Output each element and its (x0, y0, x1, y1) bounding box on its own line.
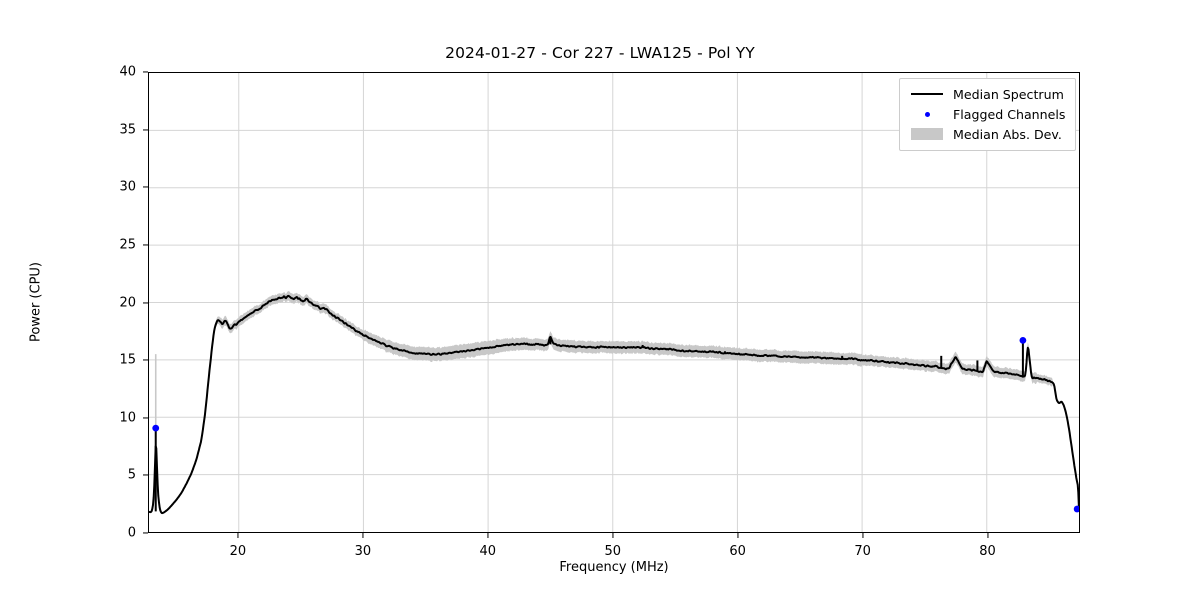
x-tick-mark (362, 533, 364, 538)
plot-title: 2024-01-27 - Cor 227 - LWA125 - Pol YY (445, 44, 755, 62)
x-tick-mark (737, 533, 739, 538)
y-tick-mark (143, 129, 148, 131)
flagged-channel-marker (152, 424, 160, 432)
x-tick-label: 80 (979, 544, 996, 559)
x-tick-label: 20 (229, 544, 247, 559)
legend-item-median-abs-dev: Median Abs. Dev. (907, 124, 1068, 144)
median-abs-dev-band (149, 290, 1079, 514)
legend-item-median-spectrum: Median Spectrum (907, 84, 1068, 104)
x-tick-label: 70 (854, 544, 871, 559)
legend-dot-icon (907, 111, 947, 117)
y-tick-mark (143, 244, 148, 246)
data-series-layer (149, 290, 1079, 532)
x-tick-mark (237, 533, 239, 538)
y-tick-mark (143, 359, 148, 361)
x-tick-mark (487, 533, 489, 538)
legend-box: Median Spectrum Flagged Channels Median … (899, 78, 1076, 151)
legend-line-icon (907, 93, 947, 95)
y-tick-mark (143, 301, 148, 304)
x-tick-mark (862, 533, 864, 538)
y-tick-mark (143, 417, 148, 419)
legend-item-flagged-channels: Flagged Channels (907, 104, 1068, 124)
y-tick-mark (143, 532, 148, 534)
x-tick-label: 60 (729, 544, 746, 559)
y-tick-label: 25 (119, 237, 136, 253)
y-tick-label: 35 (119, 122, 136, 138)
median-spectrum-line (149, 296, 1079, 513)
y-tick-label: 30 (119, 179, 136, 195)
gridlines (149, 73, 1079, 532)
y-axis-label-text: Power (CPU) (28, 261, 44, 343)
y-tick-label: 40 (119, 64, 136, 80)
y-tick-label: 20 (119, 295, 136, 310)
legend-label: Median Abs. Dev. (953, 126, 1062, 142)
y-tick-label: 15 (119, 352, 136, 368)
x-axis-ticks: 20 30 40 50 60 70 80 (148, 533, 1080, 573)
y-tick-mark (143, 71, 148, 73)
y-axis-ticks: 0 5 10 15 20 25 30 35 40 (0, 65, 148, 541)
x-tick-mark (987, 533, 989, 538)
x-axis-label: Frequency (MHz) (559, 560, 669, 575)
y-tick-label: 5 (127, 467, 136, 483)
y-tick-label: 10 (119, 410, 136, 426)
flagged-channel-marker (1073, 505, 1079, 513)
y-tick-label: 0 (127, 525, 136, 541)
x-tick-label: 30 (354, 544, 372, 559)
legend-label: Flagged Channels (953, 106, 1066, 122)
y-tick-mark (143, 474, 148, 476)
flagged-channel-marker (1019, 336, 1027, 344)
legend-patch-icon (907, 128, 947, 140)
legend-label: Median Spectrum (953, 86, 1064, 102)
x-tick-label: 50 (604, 544, 622, 559)
x-tick-label: 40 (479, 544, 497, 559)
x-tick-mark (612, 533, 614, 538)
y-tick-mark (143, 186, 148, 188)
